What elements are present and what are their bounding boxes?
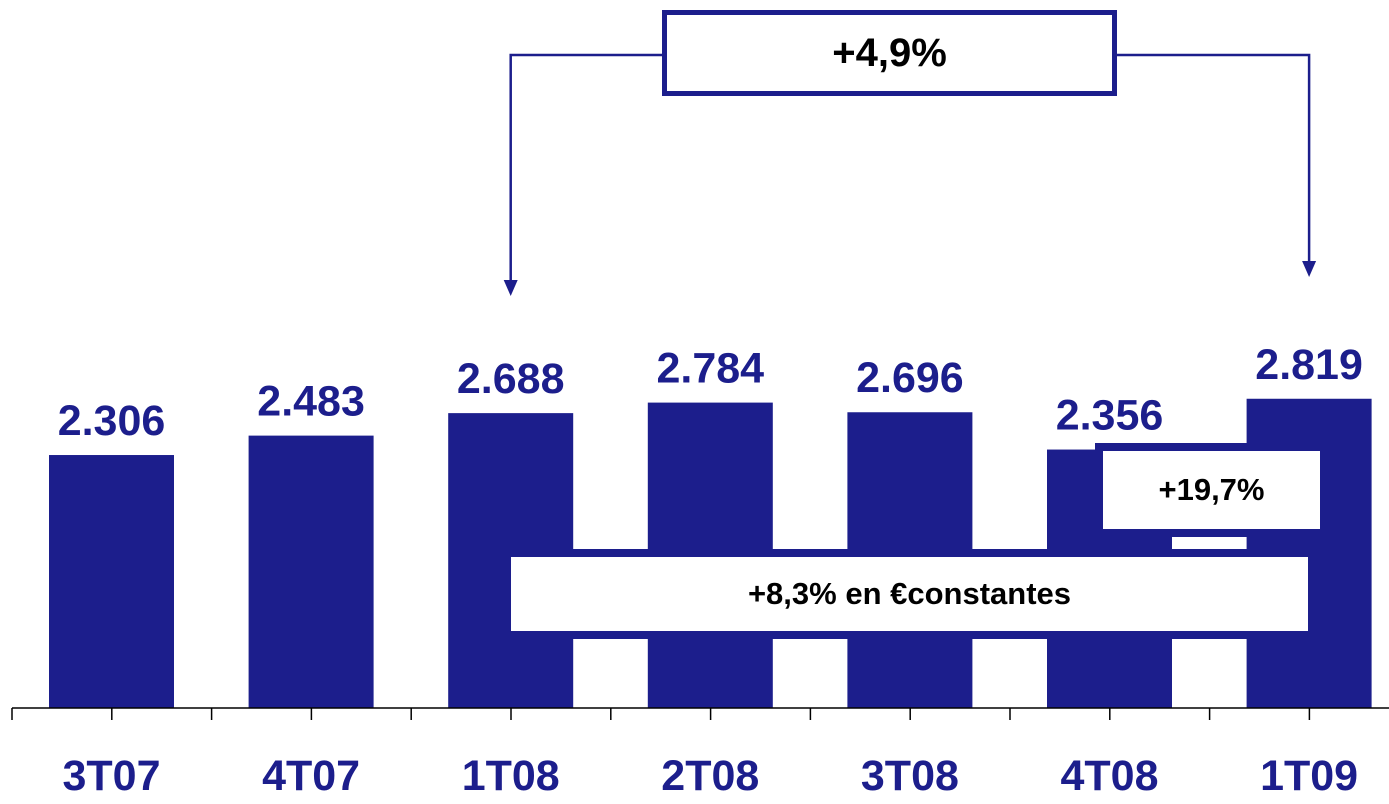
- category-labels-group: 3T07 4T07 1T08 2T08 3T08 4T08 1T09: [62, 752, 1358, 800]
- growth-callout-main: +4,9%: [662, 10, 1117, 96]
- category-label-1T08: 1T08: [462, 752, 560, 800]
- bar-3T07: [49, 455, 174, 708]
- category-label-2T08: 2T08: [661, 752, 759, 800]
- value-label-4T08: 2.356: [1056, 392, 1164, 440]
- arrowhead-right: [1302, 261, 1317, 277]
- value-label-2T08: 2.784: [656, 345, 764, 393]
- growth-callout-quarter-text: +19,7%: [1158, 472, 1265, 507]
- growth-callout-main-text: +4,9%: [832, 30, 947, 75]
- bar-4T07: [248, 435, 374, 708]
- value-label-1T09: 2.819: [1255, 341, 1363, 389]
- category-label-4T08: 4T08: [1060, 752, 1158, 800]
- growth-callout-constant-text: +8,3% en €constantes: [747, 576, 1072, 611]
- growth-arrow-left: [509, 53, 662, 285]
- category-label-3T07: 3T07: [62, 752, 160, 800]
- arrowhead-left: [503, 280, 518, 296]
- value-label-3T07: 2.306: [58, 397, 166, 445]
- category-label-3T08: 3T08: [861, 752, 959, 800]
- value-label-3T08: 2.696: [856, 354, 964, 402]
- value-label-1T08: 2.688: [457, 355, 565, 403]
- value-labels-group: 2.306 2.483 2.688 2.784 2.696 2.356 2.819: [58, 341, 1363, 445]
- growth-arrow-right: [1117, 53, 1311, 266]
- x-axis: [11, 707, 1389, 720]
- growth-callout-quarter: +19,7%: [1095, 443, 1328, 537]
- growth-arrows: [503, 53, 1317, 296]
- category-label-1T09: 1T09: [1260, 752, 1358, 800]
- value-label-4T07: 2.483: [257, 378, 365, 426]
- category-label-4T07: 4T07: [262, 752, 360, 800]
- growth-callout-constant: +8,3% en €constantes: [503, 549, 1316, 639]
